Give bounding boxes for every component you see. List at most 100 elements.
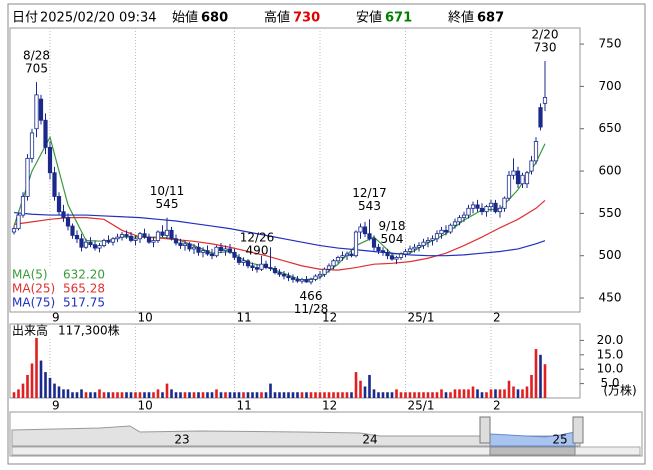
candle-body	[227, 248, 233, 253]
volume-bar	[228, 392, 232, 398]
x-tick-label: 12	[322, 311, 337, 325]
volume-bar	[152, 392, 155, 398]
volume-bar	[143, 392, 146, 398]
volume-bar	[525, 386, 529, 398]
field-value: 680	[201, 11, 228, 26]
volume-bar	[296, 392, 299, 398]
candle-body	[515, 170, 521, 185]
candle-body	[106, 240, 111, 243]
volume-bar	[21, 383, 25, 398]
volume-bar	[498, 389, 502, 398]
candle-body	[394, 257, 399, 260]
annotation-date: 2/20	[532, 28, 559, 42]
volume-bar	[413, 392, 416, 398]
candle-body	[236, 257, 242, 263]
volume-bar	[458, 389, 461, 398]
price-frame	[9, 27, 581, 313]
candle-body	[169, 229, 174, 240]
volume-bar	[530, 374, 533, 398]
volume-bar	[368, 374, 371, 398]
volume-bar	[431, 392, 434, 398]
candle-body	[34, 94, 39, 130]
volume-bar	[485, 392, 488, 398]
volume-bar	[332, 392, 335, 398]
volume-bar	[273, 392, 277, 398]
candle-body	[29, 132, 35, 159]
candle-body	[479, 207, 485, 213]
volume-bar	[426, 392, 430, 398]
date-label: 日付	[12, 11, 38, 26]
navigator-handle-right[interactable]	[572, 416, 584, 444]
legend-value: 632.20	[63, 268, 105, 282]
volume-bar	[399, 392, 403, 398]
candle-body	[79, 238, 84, 248]
volume-bar	[57, 386, 61, 398]
candle-body	[97, 245, 102, 249]
candle-body	[407, 248, 413, 252]
navigator-handle-left[interactable]	[479, 416, 491, 444]
candle-body	[308, 279, 314, 283]
volume-bar	[30, 363, 34, 398]
candle-body	[335, 257, 341, 262]
volume-bar	[224, 392, 227, 398]
x-tick-label: 25/1	[408, 311, 435, 325]
volume-bar	[147, 392, 151, 398]
candle-body	[448, 224, 453, 233]
volume-bar	[507, 380, 511, 398]
legend-name: MA(5)	[12, 268, 48, 282]
candle-body	[209, 253, 215, 257]
annotation-date: 8/28	[23, 49, 50, 63]
candle-body	[110, 238, 116, 243]
scrollbar[interactable]	[11, 446, 641, 456]
volume-bar	[471, 386, 475, 398]
volume-bar	[359, 380, 362, 398]
x-tick-label: 10	[138, 399, 153, 413]
volume-bar	[210, 392, 214, 398]
y-tick-label: 500	[599, 248, 622, 262]
volume-label: 出来高	[12, 324, 48, 338]
annotation-date: 9/18	[379, 219, 406, 233]
volume-bar	[125, 392, 128, 398]
volume-bar	[408, 392, 412, 398]
candle-body	[205, 250, 210, 255]
candle-body	[164, 229, 170, 236]
volume-bar	[489, 389, 493, 398]
candle-body	[88, 241, 93, 246]
volume-bar	[264, 392, 268, 398]
volume-bar	[381, 392, 385, 398]
y-tick-label: 750	[599, 37, 622, 51]
annotation-value: 466	[300, 289, 323, 303]
candle-body	[533, 141, 539, 162]
volume-bar	[75, 392, 79, 398]
candle-body	[506, 174, 512, 199]
candle-body	[128, 235, 134, 241]
y-tick-label: 10.0	[597, 362, 624, 376]
field-value: 730	[293, 11, 320, 26]
volume-bar	[395, 389, 398, 398]
volume-bar	[197, 392, 200, 398]
candle-body	[317, 273, 323, 277]
volume-bar	[98, 389, 101, 398]
candle-body	[151, 240, 156, 243]
y-tick-label: 600	[599, 164, 622, 178]
volume-bar	[156, 389, 160, 398]
legend-box	[11, 267, 107, 310]
volume-bar	[134, 392, 137, 398]
candle-body	[70, 225, 75, 236]
candle-body	[362, 226, 368, 235]
candle-body	[92, 244, 98, 249]
candle-body	[389, 255, 395, 260]
annotation-date: 12/26	[240, 231, 275, 245]
scrollbar-thumb[interactable]	[489, 446, 576, 456]
volume-bar	[246, 392, 250, 398]
volume-bar	[503, 389, 506, 398]
annotation-date: 10/11	[150, 184, 185, 198]
volume-bar	[494, 389, 497, 398]
candle-body	[403, 251, 408, 255]
volume-bar	[39, 360, 43, 398]
volume-bar	[120, 392, 124, 398]
legend-value: 565.28	[63, 282, 105, 296]
outer-border	[7, 3, 646, 465]
x-tick-label: 11	[237, 311, 252, 325]
